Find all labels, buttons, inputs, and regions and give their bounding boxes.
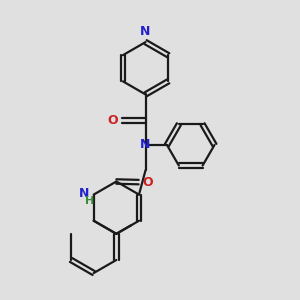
Text: O: O	[142, 176, 153, 189]
Text: N: N	[140, 25, 151, 38]
Text: O: O	[108, 114, 119, 127]
Text: H: H	[85, 196, 94, 206]
Text: N: N	[140, 138, 151, 152]
Text: N: N	[79, 188, 89, 200]
